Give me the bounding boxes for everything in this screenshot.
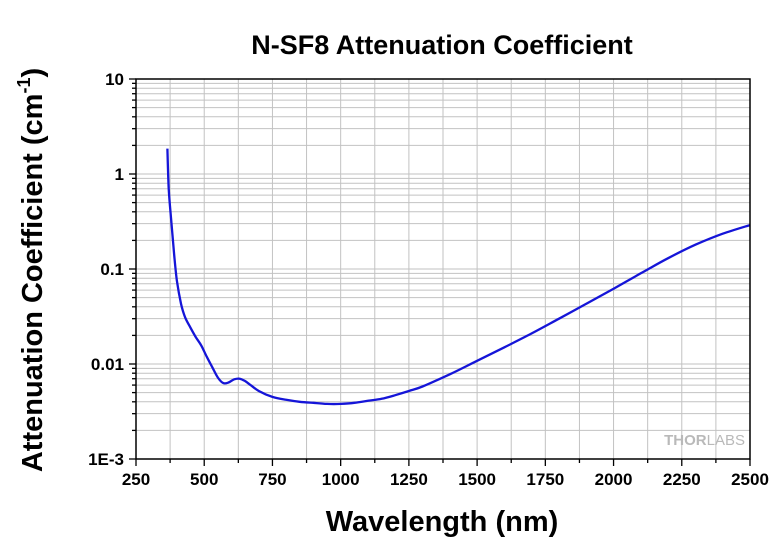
y-tick-label: 0.1 [100,260,124,279]
y-axis-label-superscript: -1 [14,78,34,94]
y-tick-label: 1E-3 [88,450,124,469]
x-tick-label: 1750 [526,470,564,489]
y-tick-label: 1 [115,165,124,184]
watermark-part2: LABS [707,432,745,449]
x-axis: 250 500 750 1000 1250 1500 1750 2000 2250 2500 [122,459,769,489]
x-tick-label: 2250 [663,470,701,489]
thorlabs-watermark: THORLABS [664,432,745,449]
x-tick-label: 1500 [458,470,496,489]
y-tick-label: 10 [105,70,124,89]
y-axis: 1E-3 0.01 0.1 1 10 [88,70,136,469]
y-axis-label-close: ) [17,68,49,78]
x-tick-label: 1000 [322,470,360,489]
x-axis-label: Wavelength (nm) [326,506,559,538]
x-tick-label: 500 [190,470,218,489]
y-tick-label: 0.01 [91,355,124,374]
series-line [166,148,751,406]
chart-title: N-SF8 Attenuation Coefficient [251,30,633,60]
x-tick-label: 750 [258,470,286,489]
grid [136,79,750,459]
x-tick-label: 250 [122,470,150,489]
x-tick-label: 2500 [731,470,769,489]
y-axis-label-main: Attenuation Coefficient (cm [17,94,49,473]
y-axis-label: Attenuation Coefficient (cm-1) [14,68,49,472]
x-tick-label: 1250 [390,470,428,489]
x-tick-label: 2000 [595,470,633,489]
watermark-part1: THOR [664,432,707,449]
